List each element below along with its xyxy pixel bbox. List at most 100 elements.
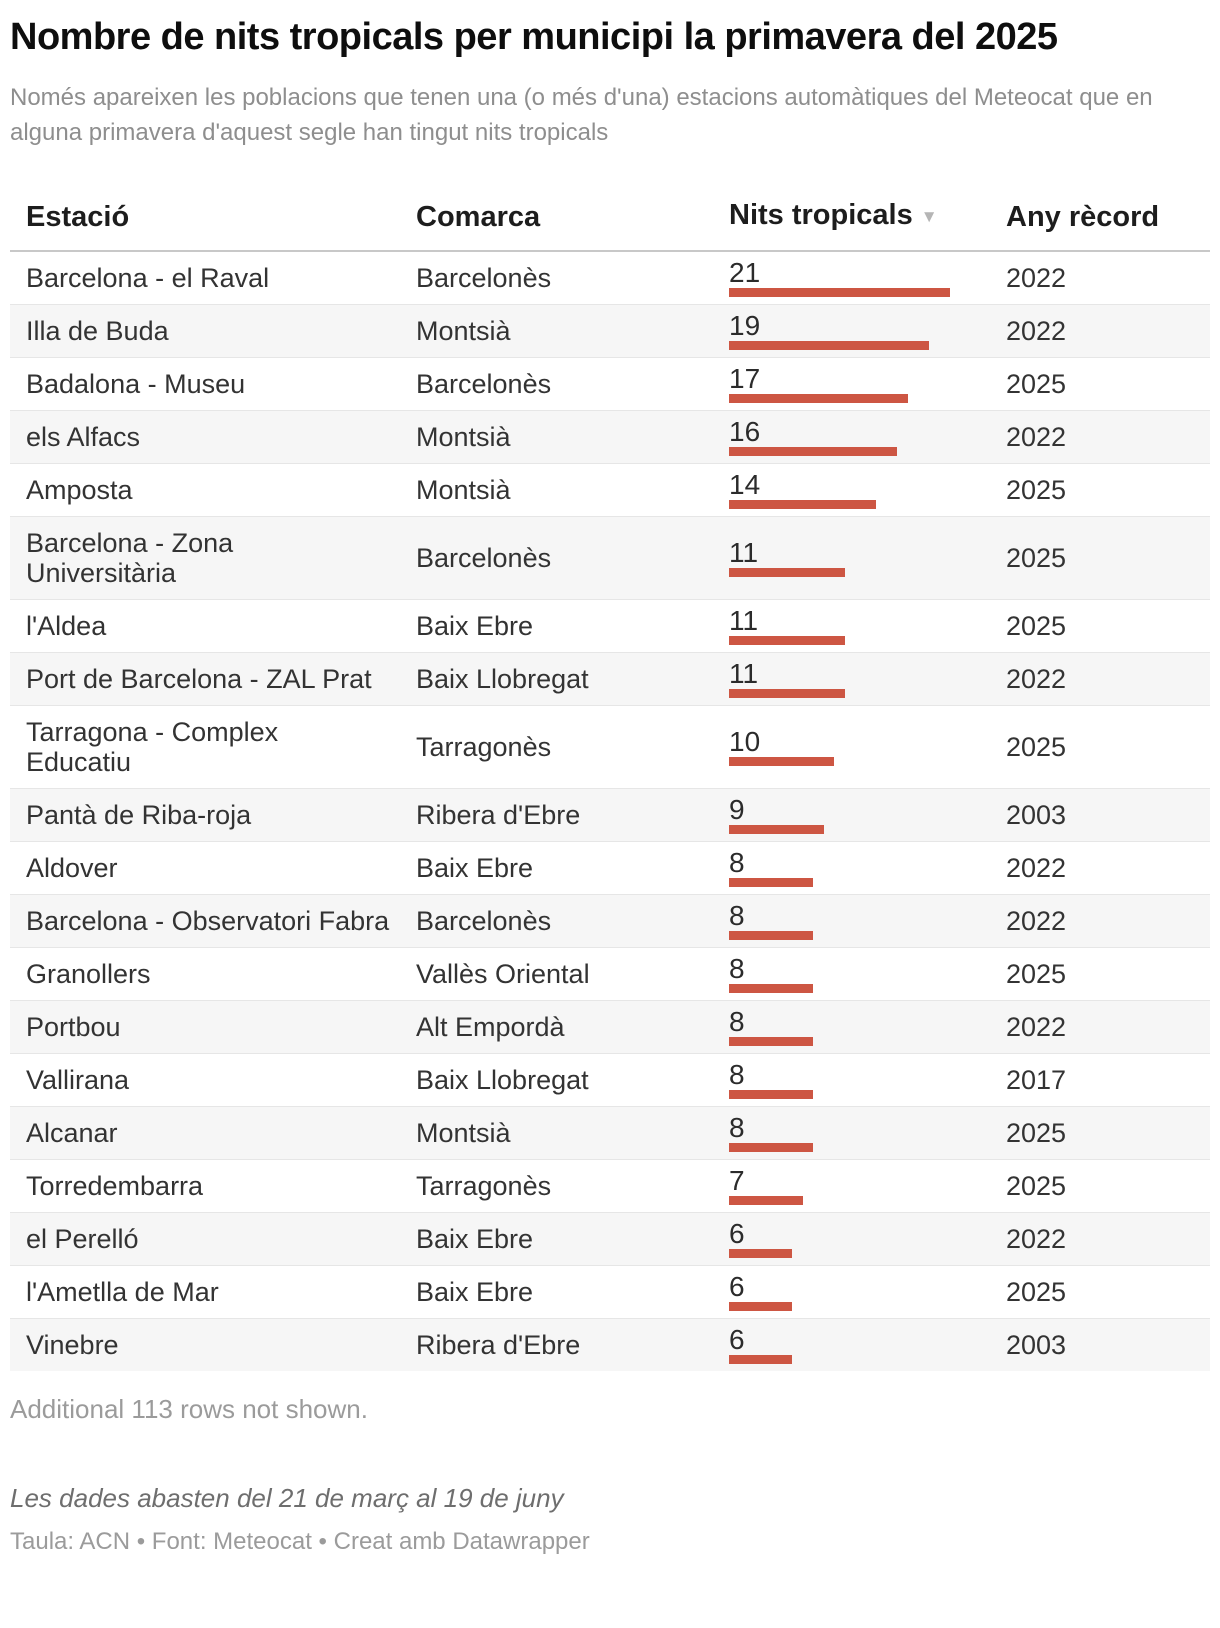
source-credit: Taula: ACN • Font: Meteocat • Creat amb …: [10, 1528, 590, 1555]
year-cell: 2003: [990, 788, 1210, 842]
year-label: 2003: [1006, 1330, 1067, 1360]
comarca-cell: Baix Ebre: [400, 841, 713, 895]
column-header-nits-tropicals[interactable]: Nits tropicals ▼: [713, 178, 990, 252]
nits-value: 8: [729, 847, 745, 878]
comarca-label: Barcelonès: [416, 906, 552, 936]
comarca-cell: Barcelonès: [400, 357, 713, 411]
nits-value: 10: [729, 726, 761, 757]
column-header-estacio[interactable]: Estació: [10, 178, 400, 252]
nits-value: 8: [729, 1059, 745, 1090]
year-label: 2025: [1006, 369, 1067, 399]
station-label: Vallirana: [26, 1065, 130, 1095]
table-row: Amposta Montsià 14 2025: [10, 463, 1210, 517]
nits-cell: 16: [713, 410, 990, 464]
year-cell: 2025: [990, 357, 1210, 411]
tropical-nights-table: Estació Comarca Nits tropicals ▼ Any rèco…: [10, 178, 1210, 1371]
comarca-label: Baix Ebre: [416, 1224, 534, 1254]
nits-bar: [729, 1090, 813, 1099]
table-row: Pantà de Riba-roja Ribera d'Ebre 9 2003: [10, 788, 1210, 842]
year-cell: 2025: [990, 1106, 1210, 1160]
station-label: Barcelona - Zona Universitària: [26, 528, 234, 588]
station-cell: Tarragona - Complex Educatiu: [10, 705, 400, 789]
table-row: els Alfacs Montsià 16 2022: [10, 410, 1210, 464]
year-cell: 2003: [990, 1318, 1210, 1371]
nits-cell: 11: [713, 599, 990, 653]
year-label: 2025: [1006, 543, 1067, 573]
year-cell: 2022: [990, 894, 1210, 948]
nits-cell: 11: [713, 516, 990, 600]
station-label: Port de Barcelona - ZAL Prat: [26, 664, 372, 694]
station-cell: Vinebre: [10, 1318, 400, 1371]
comarca-cell: Vallès Oriental: [400, 947, 713, 1001]
year-cell: 2022: [990, 1212, 1210, 1266]
year-cell: 2025: [990, 463, 1210, 517]
station-cell: Barcelona - el Raval: [10, 251, 400, 305]
comarca-label: Barcelonès: [416, 543, 552, 573]
year-label: 2025: [1006, 611, 1067, 641]
year-label: 2017: [1006, 1065, 1067, 1095]
nits-value: 16: [729, 416, 761, 447]
nits-cell: 19: [713, 304, 990, 358]
year-label: 2025: [1006, 1171, 1067, 1201]
table-row: Granollers Vallès Oriental 8 2025: [10, 947, 1210, 1001]
station-cell: Amposta: [10, 463, 400, 517]
comarca-label: Ribera d'Ebre: [416, 1330, 581, 1360]
nits-bar: [729, 689, 845, 698]
comarca-cell: Ribera d'Ebre: [400, 788, 713, 842]
nits-cell: 10: [713, 705, 990, 789]
nits-value: 9: [729, 794, 745, 825]
station-cell: Alcanar: [10, 1106, 400, 1160]
table-body: Barcelona - el Raval Barcelonès 21 2022 …: [10, 251, 1210, 1371]
column-header-any-record[interactable]: Any rècord: [990, 178, 1210, 252]
comarca-label: Baix Ebre: [416, 611, 534, 641]
station-label: els Alfacs: [26, 422, 141, 452]
station-cell: Port de Barcelona - ZAL Prat: [10, 652, 400, 706]
comarca-cell: Baix Llobregat: [400, 652, 713, 706]
comarca-label: Alt Empordà: [416, 1012, 565, 1042]
year-label: 2025: [1006, 732, 1067, 762]
table-row: el Perelló Baix Ebre 6 2022: [10, 1212, 1210, 1266]
table-row: Illa de Buda Montsià 19 2022: [10, 304, 1210, 358]
nits-cell: 8: [713, 1053, 990, 1107]
station-cell: Vallirana: [10, 1053, 400, 1107]
column-header-any-label: Any rècord: [1006, 201, 1160, 233]
year-label: 2022: [1006, 1012, 1067, 1042]
comarca-cell: Montsià: [400, 304, 713, 358]
station-label: Badalona - Museu: [26, 369, 246, 399]
nits-cell: 6: [713, 1265, 990, 1319]
table-row: Barcelona - Zona Universitària Barcelonè…: [10, 516, 1210, 600]
comarca-label: Montsià: [416, 316, 511, 346]
comarca-cell: Baix Ebre: [400, 1265, 713, 1319]
nits-value: 14: [729, 469, 761, 500]
nits-cell: 8: [713, 1106, 990, 1160]
nits-cell: 8: [713, 841, 990, 895]
column-header-estacio-label: Estació: [26, 201, 130, 233]
station-label: Amposta: [26, 475, 133, 505]
nits-cell: 14: [713, 463, 990, 517]
nits-bar: [729, 288, 950, 297]
year-cell: 2022: [990, 1000, 1210, 1054]
year-label: 2025: [1006, 959, 1067, 989]
comarca-label: Vallès Oriental: [416, 959, 590, 989]
comarca-label: Baix Llobregat: [416, 664, 589, 694]
additional-rows-note: Additional 113 rows not shown.: [10, 1394, 368, 1424]
station-cell: l'Ametlla de Mar: [10, 1265, 400, 1319]
nits-value: 8: [729, 1112, 745, 1143]
year-label: 2022: [1006, 263, 1067, 293]
station-cell: l'Aldea: [10, 599, 400, 653]
station-cell: Barcelona - Observatori Fabra: [10, 894, 400, 948]
nits-bar: [729, 878, 813, 887]
nits-cell: 11: [713, 652, 990, 706]
page: Nombre de nits tropicals per municipi la…: [10, 16, 1210, 1555]
nits-value: 19: [729, 310, 761, 341]
station-label: Portbou: [26, 1012, 121, 1042]
year-label: 2022: [1006, 1224, 1067, 1254]
nits-bar: [729, 636, 845, 645]
year-cell: 2017: [990, 1053, 1210, 1107]
station-cell: els Alfacs: [10, 410, 400, 464]
comarca-cell: Tarragonès: [400, 705, 713, 789]
comarca-label: Montsià: [416, 422, 511, 452]
table-row: Vallirana Baix Llobregat 8 2017: [10, 1053, 1210, 1107]
nits-bar: [729, 500, 876, 509]
column-header-comarca[interactable]: Comarca: [400, 178, 713, 252]
